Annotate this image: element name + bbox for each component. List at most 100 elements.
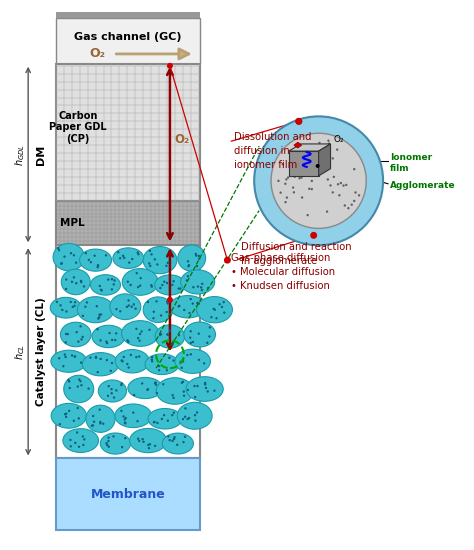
Circle shape bbox=[141, 438, 144, 441]
Circle shape bbox=[153, 421, 156, 423]
Circle shape bbox=[305, 157, 307, 159]
Ellipse shape bbox=[162, 433, 193, 454]
Circle shape bbox=[79, 380, 82, 382]
Ellipse shape bbox=[77, 296, 114, 323]
Circle shape bbox=[197, 285, 199, 288]
Circle shape bbox=[70, 252, 72, 254]
Ellipse shape bbox=[122, 268, 158, 295]
Circle shape bbox=[136, 272, 138, 274]
Circle shape bbox=[93, 421, 95, 423]
Circle shape bbox=[73, 355, 76, 358]
Circle shape bbox=[271, 133, 366, 228]
Circle shape bbox=[99, 421, 101, 423]
Circle shape bbox=[112, 435, 115, 438]
Circle shape bbox=[106, 444, 109, 446]
Circle shape bbox=[123, 356, 125, 358]
Circle shape bbox=[85, 252, 87, 254]
Circle shape bbox=[342, 184, 345, 187]
Polygon shape bbox=[289, 151, 319, 176]
Circle shape bbox=[65, 412, 67, 415]
Circle shape bbox=[99, 409, 101, 411]
Circle shape bbox=[300, 174, 302, 176]
Circle shape bbox=[329, 184, 332, 186]
Circle shape bbox=[171, 284, 173, 286]
Circle shape bbox=[107, 394, 109, 397]
Circle shape bbox=[204, 383, 206, 386]
Circle shape bbox=[332, 157, 334, 159]
Circle shape bbox=[99, 285, 101, 287]
Circle shape bbox=[171, 414, 173, 416]
Circle shape bbox=[77, 340, 80, 343]
Circle shape bbox=[172, 341, 174, 343]
Ellipse shape bbox=[175, 349, 210, 373]
Circle shape bbox=[149, 443, 151, 446]
Circle shape bbox=[75, 261, 77, 264]
Circle shape bbox=[327, 140, 329, 142]
Circle shape bbox=[71, 354, 73, 356]
Circle shape bbox=[133, 394, 136, 396]
Circle shape bbox=[98, 316, 100, 318]
Text: O₂: O₂ bbox=[334, 135, 344, 145]
Ellipse shape bbox=[143, 297, 173, 322]
Circle shape bbox=[188, 312, 191, 314]
Circle shape bbox=[151, 356, 153, 359]
Circle shape bbox=[187, 260, 189, 262]
Circle shape bbox=[173, 280, 175, 282]
Circle shape bbox=[173, 397, 175, 399]
Circle shape bbox=[201, 289, 203, 292]
Circle shape bbox=[95, 356, 97, 358]
Circle shape bbox=[80, 338, 83, 340]
Circle shape bbox=[353, 168, 356, 170]
Circle shape bbox=[129, 284, 132, 286]
Circle shape bbox=[163, 280, 165, 283]
Circle shape bbox=[66, 333, 69, 336]
Circle shape bbox=[149, 250, 151, 252]
Circle shape bbox=[80, 279, 82, 282]
Ellipse shape bbox=[186, 377, 223, 402]
Ellipse shape bbox=[129, 428, 166, 453]
Circle shape bbox=[138, 355, 140, 358]
Ellipse shape bbox=[51, 403, 86, 428]
Text: Gas-phase diffusion
• Molecular diffusion
• Knudsen diffusion: Gas-phase diffusion • Molecular diffusio… bbox=[231, 253, 336, 291]
Circle shape bbox=[96, 328, 99, 331]
Circle shape bbox=[73, 305, 76, 307]
Circle shape bbox=[120, 384, 122, 386]
Bar bbox=[56, 18, 200, 64]
Circle shape bbox=[84, 306, 87, 308]
Circle shape bbox=[76, 431, 78, 433]
Circle shape bbox=[165, 265, 168, 267]
Circle shape bbox=[295, 118, 302, 125]
Ellipse shape bbox=[115, 404, 152, 427]
Circle shape bbox=[78, 378, 81, 381]
Circle shape bbox=[149, 265, 152, 267]
Circle shape bbox=[121, 360, 124, 362]
Circle shape bbox=[120, 410, 123, 412]
Circle shape bbox=[194, 253, 197, 255]
Circle shape bbox=[142, 441, 145, 443]
Circle shape bbox=[213, 389, 216, 392]
Ellipse shape bbox=[145, 354, 179, 375]
Circle shape bbox=[60, 262, 63, 265]
Circle shape bbox=[167, 333, 169, 336]
Circle shape bbox=[151, 359, 153, 361]
Circle shape bbox=[124, 418, 126, 421]
Ellipse shape bbox=[98, 380, 127, 402]
Bar bbox=[56, 201, 200, 245]
Circle shape bbox=[353, 200, 356, 202]
Circle shape bbox=[178, 334, 180, 337]
Circle shape bbox=[167, 297, 173, 302]
Circle shape bbox=[64, 256, 66, 258]
Circle shape bbox=[113, 397, 115, 399]
Circle shape bbox=[135, 328, 137, 330]
Text: Gas channel (GC): Gas channel (GC) bbox=[74, 32, 182, 42]
Circle shape bbox=[141, 382, 143, 384]
Circle shape bbox=[126, 306, 128, 308]
Circle shape bbox=[137, 437, 139, 440]
Circle shape bbox=[223, 311, 226, 314]
Circle shape bbox=[108, 385, 110, 387]
Circle shape bbox=[190, 342, 192, 344]
Circle shape bbox=[73, 276, 75, 278]
Circle shape bbox=[308, 188, 310, 190]
Circle shape bbox=[112, 283, 115, 285]
Circle shape bbox=[96, 305, 98, 307]
